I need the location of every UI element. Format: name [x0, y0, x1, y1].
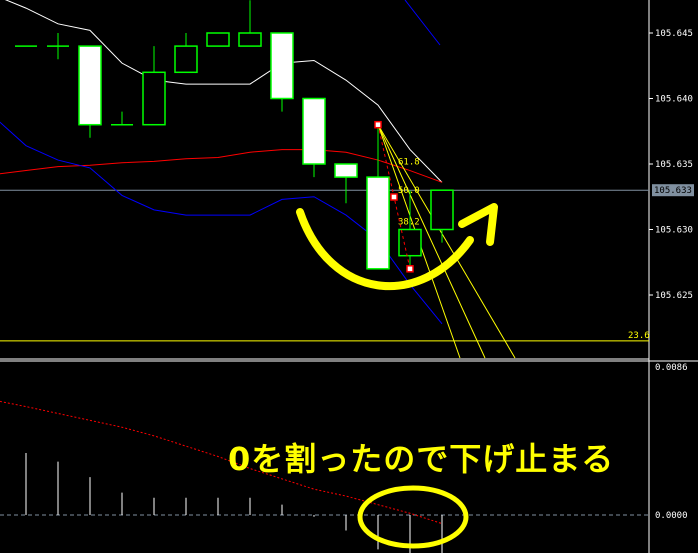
- fib-fan-line: [377, 124, 516, 359]
- candle: [270, 32, 294, 112]
- candle: [206, 32, 230, 47]
- candle-body: [78, 45, 102, 126]
- fib-anchor-handle: [390, 193, 398, 201]
- candle: [111, 111, 133, 126]
- fib-level-label: 23.6: [628, 331, 650, 341]
- fib-level-label: 38.2: [398, 218, 420, 228]
- candle: [430, 189, 454, 243]
- candle-body: [302, 97, 326, 165]
- candle: [398, 190, 422, 269]
- candle-body: [206, 32, 230, 47]
- price-tick-label: 105.645: [655, 29, 693, 39]
- candle-body: [430, 189, 454, 231]
- candle-body: [366, 176, 390, 270]
- price-tick-label: 105.625: [655, 291, 693, 301]
- highlight-ellipse-annotation: [357, 485, 469, 549]
- candle-body: [270, 32, 294, 100]
- candle: [78, 45, 102, 138]
- candle-body: [398, 228, 422, 257]
- candle: [238, 0, 262, 47]
- arrow-head-icon: [458, 203, 498, 246]
- price-tick-label: 105.630: [655, 226, 693, 236]
- fib-anchor-handle: [374, 120, 382, 129]
- oscillator-tick-label: 0.0086: [655, 363, 688, 373]
- price-tick-label: 105.635: [655, 160, 693, 170]
- annotation-text: 0を割ったので下げ止まる: [228, 440, 615, 478]
- curved-arrow-annotation: [296, 208, 474, 290]
- bid-price-label: 105.633: [654, 186, 692, 196]
- bid-price-tag: [652, 184, 694, 197]
- envelope-line: [404, 0, 441, 46]
- candle: [142, 46, 166, 126]
- bollinger-middle-line: [0, 149, 443, 183]
- candle-body: [174, 45, 198, 74]
- oscillator-tick-label: 0.0000: [655, 511, 688, 521]
- candle: [47, 33, 69, 60]
- candle-body: [142, 71, 166, 126]
- fib-fan-line: [377, 124, 486, 359]
- candle-body: [334, 163, 358, 178]
- candle: [174, 33, 198, 74]
- fib-level-label: 61.8: [398, 157, 420, 167]
- candle: [366, 124, 390, 270]
- price-tick-label: 105.640: [655, 95, 693, 105]
- candle: [334, 163, 358, 204]
- candle: [302, 97, 326, 178]
- bollinger-upper-line: [4, 0, 443, 183]
- fib-anchor-handle: [406, 265, 414, 273]
- candle-body: [238, 32, 262, 47]
